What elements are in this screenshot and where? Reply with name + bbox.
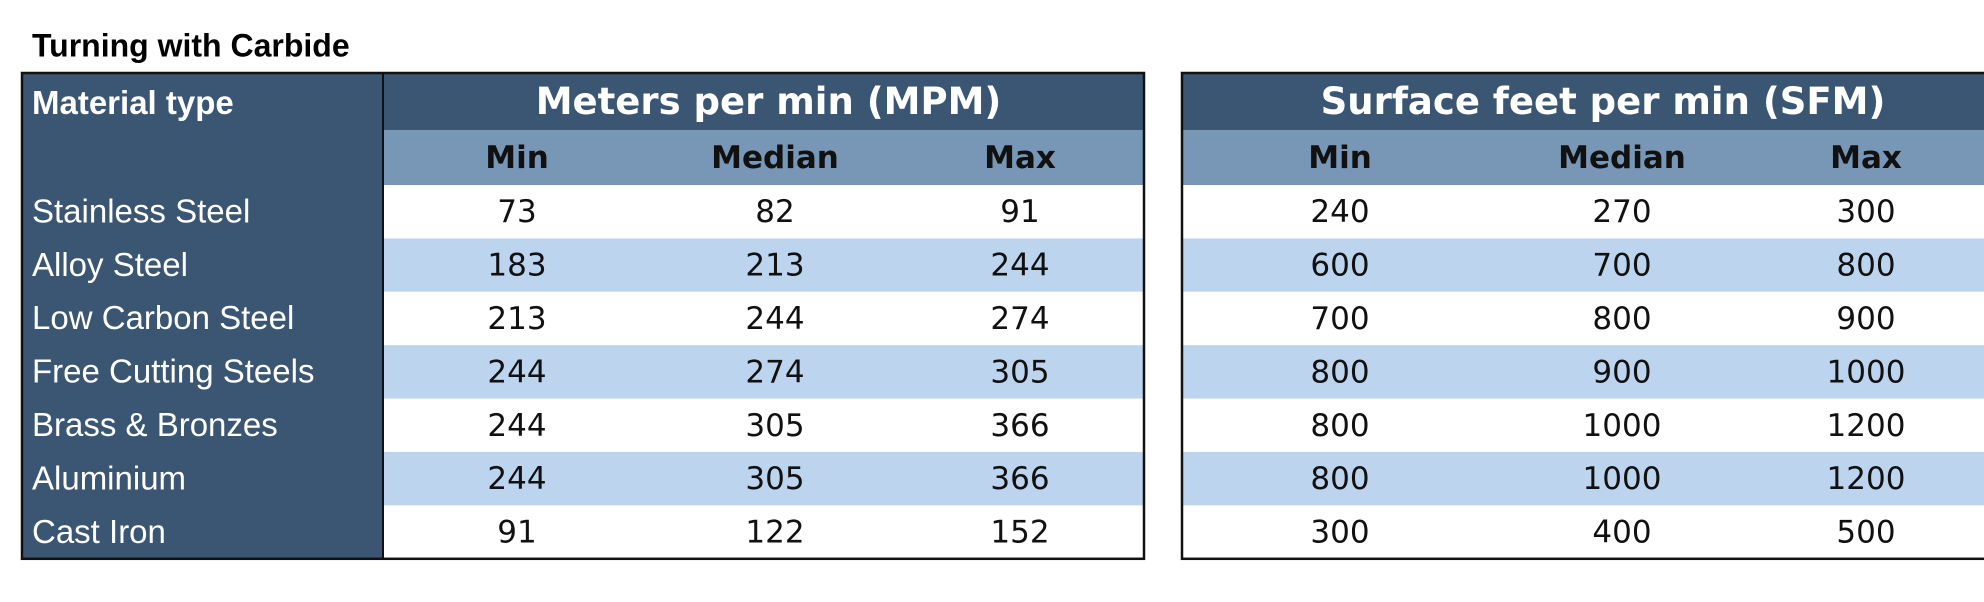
cell-value: 1000 bbox=[1827, 354, 1906, 390]
cell-value: 82 bbox=[755, 194, 794, 230]
column-label: Min bbox=[1308, 140, 1372, 176]
cell-value: 305 bbox=[745, 461, 804, 497]
cell-value: 270 bbox=[1592, 194, 1651, 230]
cell-value: 183 bbox=[487, 248, 546, 284]
cell-value: 244 bbox=[990, 248, 1049, 284]
column-label: Max bbox=[984, 140, 1056, 176]
row-band bbox=[1182, 452, 1984, 506]
cell-value: 600 bbox=[1310, 248, 1369, 284]
cell-value: 500 bbox=[1836, 515, 1895, 551]
group-label: Surface feet per min (SFM) bbox=[1321, 80, 1886, 123]
cell-value: 1000 bbox=[1583, 461, 1662, 497]
cell-value: 300 bbox=[1310, 515, 1369, 551]
group-header bbox=[1182, 73, 1984, 130]
cell-value: 213 bbox=[487, 301, 546, 337]
cell-value: 700 bbox=[1592, 248, 1651, 284]
cell-value: 244 bbox=[487, 354, 546, 390]
column-label: Max bbox=[1830, 140, 1902, 176]
table-border bbox=[20, 71, 1146, 561]
material-name: Low Carbon Steel bbox=[32, 299, 294, 336]
sub-header bbox=[1182, 130, 1984, 185]
row-band bbox=[1182, 238, 1984, 292]
row-band bbox=[1182, 398, 1984, 452]
cell-value: 274 bbox=[990, 301, 1049, 337]
row-band bbox=[383, 291, 1144, 346]
row-band bbox=[383, 505, 1144, 559]
cell-value: 1200 bbox=[1827, 461, 1906, 497]
cell-value: 800 bbox=[1310, 354, 1369, 390]
sub-header bbox=[383, 130, 1144, 185]
cell-value: 300 bbox=[1836, 194, 1895, 230]
column-label: Min bbox=[485, 140, 549, 176]
row-band bbox=[383, 185, 1144, 239]
title: Turning with Carbide bbox=[32, 27, 350, 63]
cell-value: 213 bbox=[745, 248, 804, 284]
material-name: Cast Iron bbox=[32, 513, 166, 550]
cell-value: 274 bbox=[745, 354, 804, 390]
material-header: Material type bbox=[32, 84, 234, 121]
row-band bbox=[383, 398, 1144, 452]
row-band bbox=[383, 238, 1144, 292]
cell-value: 305 bbox=[990, 354, 1049, 390]
cell-value: 1200 bbox=[1827, 408, 1906, 444]
material-name: Stainless Steel bbox=[32, 192, 250, 229]
cell-value: 122 bbox=[745, 515, 804, 551]
cell-value: 366 bbox=[990, 461, 1049, 497]
material-name: Aluminium bbox=[32, 459, 186, 496]
row-band bbox=[1182, 505, 1984, 559]
material-column bbox=[22, 73, 383, 559]
row-band bbox=[1182, 345, 1984, 399]
material-name: Alloy Steel bbox=[32, 246, 188, 283]
column-label: Median bbox=[1558, 140, 1686, 176]
cell-value: 244 bbox=[745, 301, 804, 337]
cell-value: 240 bbox=[1310, 194, 1369, 230]
cell-value: 244 bbox=[487, 461, 546, 497]
cell-value: 91 bbox=[1000, 194, 1039, 230]
material-name: Brass & Bronzes bbox=[32, 406, 278, 443]
cell-value: 900 bbox=[1592, 354, 1651, 390]
cell-value: 73 bbox=[497, 194, 536, 230]
column-label: Median bbox=[711, 140, 839, 176]
table-border bbox=[1180, 71, 1984, 561]
group-header bbox=[383, 73, 1144, 130]
material-name: Free Cutting Steels bbox=[32, 353, 314, 390]
cell-value: 91 bbox=[497, 515, 536, 551]
row-band bbox=[1182, 291, 1984, 346]
row-band bbox=[383, 345, 1144, 399]
cell-value: 152 bbox=[990, 515, 1049, 551]
row-band bbox=[1182, 185, 1984, 239]
cell-value: 800 bbox=[1836, 248, 1895, 284]
cell-value: 800 bbox=[1310, 461, 1369, 497]
cell-value: 305 bbox=[745, 408, 804, 444]
cell-value: 700 bbox=[1310, 301, 1369, 337]
cell-value: 366 bbox=[990, 408, 1049, 444]
cell-value: 400 bbox=[1592, 515, 1651, 551]
cell-value: 800 bbox=[1592, 301, 1651, 337]
cell-value: 1000 bbox=[1583, 408, 1662, 444]
row-band bbox=[383, 452, 1144, 506]
cell-value: 244 bbox=[487, 408, 546, 444]
cell-value: 800 bbox=[1310, 408, 1369, 444]
cell-value: 900 bbox=[1836, 301, 1895, 337]
group-label: Meters per min (MPM) bbox=[536, 80, 1002, 123]
